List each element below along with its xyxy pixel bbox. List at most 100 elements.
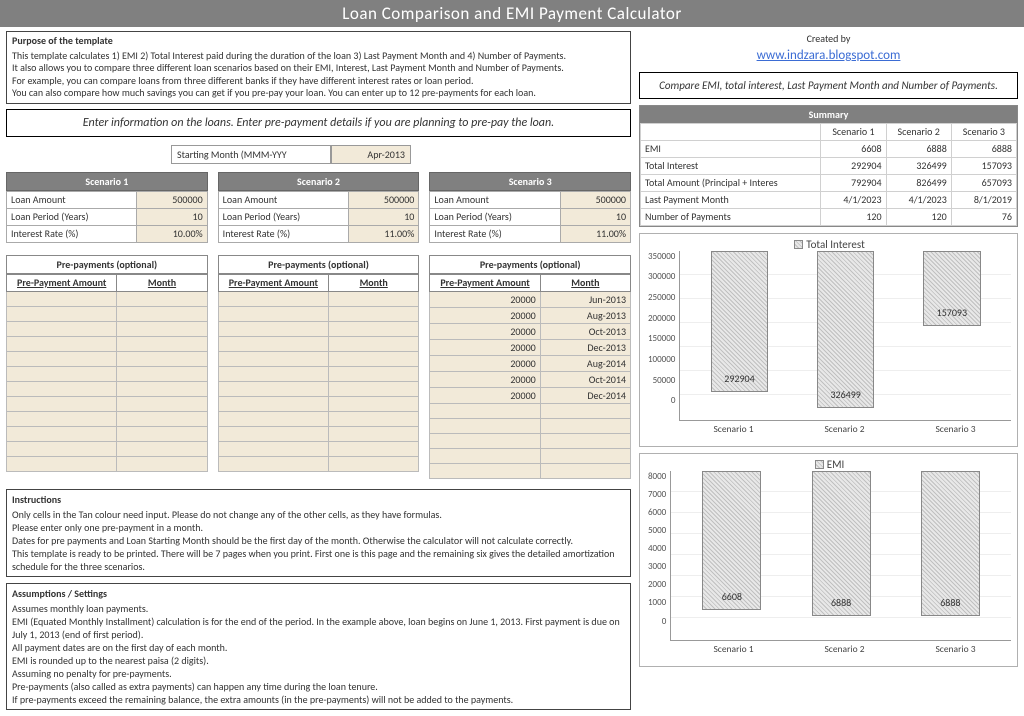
prepay-amount-input[interactable] (7, 456, 117, 471)
prepay-amount-input[interactable] (218, 291, 328, 306)
prepay-amount-input[interactable] (7, 381, 117, 396)
prepay-amount-input[interactable] (7, 291, 117, 306)
prepay-month-input[interactable] (329, 306, 419, 321)
assumptions-line: If pre-payments exceed the remaining bal… (12, 693, 625, 706)
prepay-month-input[interactable] (117, 426, 207, 441)
prepay-month-input[interactable]: Dec-2014 (540, 387, 630, 403)
prepay-header: Pre-payments (optional) (6, 255, 208, 274)
prepay-amount-input[interactable] (218, 336, 328, 351)
prepay-month-input[interactable] (329, 411, 419, 426)
interest-rate-input[interactable]: 11.00% (560, 225, 630, 242)
prepay-amount-input[interactable] (430, 403, 540, 418)
prepay-amount-input[interactable] (7, 441, 117, 456)
prepay-month-input[interactable] (329, 321, 419, 336)
assumptions-line: EMI (Equated Monthly Installment) calcul… (12, 615, 625, 641)
prepay-amount-input[interactable] (7, 336, 117, 351)
prepay-amount-input[interactable] (218, 441, 328, 456)
prepay-month-input[interactable] (117, 351, 207, 366)
loan-amount-input[interactable]: 500000 (349, 191, 419, 208)
purpose-box: Purpose of the template This template ca… (6, 31, 631, 104)
author-link[interactable]: www.indzara.blogspot.com (757, 48, 901, 63)
prepay-month-input[interactable] (329, 426, 419, 441)
prepay-amount-input[interactable]: 20000 (430, 307, 540, 323)
prepay-month-input[interactable]: Jun-2013 (540, 291, 630, 307)
prepay-amount-input[interactable] (218, 396, 328, 411)
prepay-amount-input[interactable] (7, 321, 117, 336)
prepay-amount-input[interactable]: 20000 (430, 323, 540, 339)
summary-cell: 157093 (951, 157, 1016, 174)
interest-rate-input[interactable]: 11.00% (349, 225, 419, 242)
prepay-amount-input[interactable]: 20000 (430, 291, 540, 307)
prepay-amount-input[interactable]: 20000 (430, 371, 540, 387)
prepay-month-input[interactable] (540, 463, 630, 478)
prepay-amount-input[interactable] (218, 411, 328, 426)
prepay-amount-input[interactable] (430, 463, 540, 478)
prepay-month-input[interactable] (329, 351, 419, 366)
prepay-month-input[interactable]: Aug-2014 (540, 355, 630, 371)
prepay-amount-input[interactable] (218, 366, 328, 381)
prepay-month-input[interactable] (117, 306, 207, 321)
prepay-amount-input[interactable] (7, 396, 117, 411)
summary-row-label: EMI (641, 140, 821, 157)
prepay-amount-input[interactable] (218, 321, 328, 336)
prepay-month-input[interactable] (329, 381, 419, 396)
prepay-amount-input[interactable] (430, 448, 540, 463)
prepay-month-input[interactable] (117, 366, 207, 381)
summary-cell: 6888 (951, 140, 1016, 157)
prepay-amount-input[interactable] (430, 418, 540, 433)
prepay-col: Month (540, 274, 630, 291)
prepay-month-input[interactable] (540, 433, 630, 448)
loan-amount-input[interactable]: 500000 (137, 191, 207, 208)
purpose-line: You can also compare how much savings yo… (12, 87, 625, 100)
prepay-amount-input[interactable] (7, 411, 117, 426)
prepay-month-input[interactable] (540, 448, 630, 463)
prepay-month-input[interactable] (117, 291, 207, 306)
prepay-amount-input[interactable] (218, 306, 328, 321)
prepay-month-input[interactable] (329, 291, 419, 306)
prepay-month-input[interactable] (329, 336, 419, 351)
loan-amount-input[interactable]: 500000 (560, 191, 630, 208)
prepay-amount-input[interactable] (218, 381, 328, 396)
prepay-month-input[interactable] (117, 456, 207, 471)
prepay-month-input[interactable] (329, 456, 419, 471)
starting-month-input[interactable]: Apr-2013 (331, 145, 411, 164)
assumptions-line: All payment dates are on the first day o… (12, 641, 625, 654)
summary-cell: 76 (951, 208, 1016, 225)
prepay-month-input[interactable] (117, 381, 207, 396)
prepay-month-input[interactable] (329, 396, 419, 411)
summary-row-label: Total Amount (Principal + Interes (641, 174, 821, 191)
prepay-amount-input[interactable] (7, 306, 117, 321)
prepay-amount-input[interactable]: 20000 (430, 387, 540, 403)
prepay-month-input[interactable] (117, 441, 207, 456)
prepay-amount-input[interactable]: 20000 (430, 355, 540, 371)
prepay-amount-input[interactable] (7, 351, 117, 366)
prepay-month-input[interactable]: Aug-2013 (540, 307, 630, 323)
prepay-month-input[interactable] (329, 366, 419, 381)
prepay-month-input[interactable] (117, 321, 207, 336)
prepay-month-input[interactable]: Oct-2013 (540, 323, 630, 339)
prepay-amount-input[interactable] (7, 426, 117, 441)
prepay-amount-input[interactable] (218, 351, 328, 366)
emi-chart: EMI 800070006000500040003000200010000 66… (639, 453, 1018, 667)
prepay-month-input[interactable] (540, 403, 630, 418)
prepay-month-input[interactable]: Oct-2014 (540, 371, 630, 387)
field-label: Interest Rate (%) (218, 225, 348, 242)
prepay-amount-input[interactable]: 20000 (430, 339, 540, 355)
summary-table: Summary Scenario 1 Scenario 2 Scenario 3… (639, 105, 1018, 227)
loan-period-input[interactable]: 10 (560, 208, 630, 225)
prepay-col: Month (117, 274, 207, 291)
prepay-amount-input[interactable] (430, 433, 540, 448)
prepay-month-input[interactable] (329, 441, 419, 456)
prepay-month-input[interactable] (117, 336, 207, 351)
prepay-month-input[interactable] (540, 418, 630, 433)
loan-period-input[interactable]: 10 (137, 208, 207, 225)
field-label: Loan Amount (218, 191, 348, 208)
loan-period-input[interactable]: 10 (349, 208, 419, 225)
interest-rate-input[interactable]: 10.00% (137, 225, 207, 242)
prepay-amount-input[interactable] (218, 456, 328, 471)
prepay-amount-input[interactable] (218, 426, 328, 441)
prepay-month-input[interactable] (117, 396, 207, 411)
prepay-amount-input[interactable] (7, 366, 117, 381)
prepay-month-input[interactable] (117, 411, 207, 426)
prepay-month-input[interactable]: Dec-2013 (540, 339, 630, 355)
